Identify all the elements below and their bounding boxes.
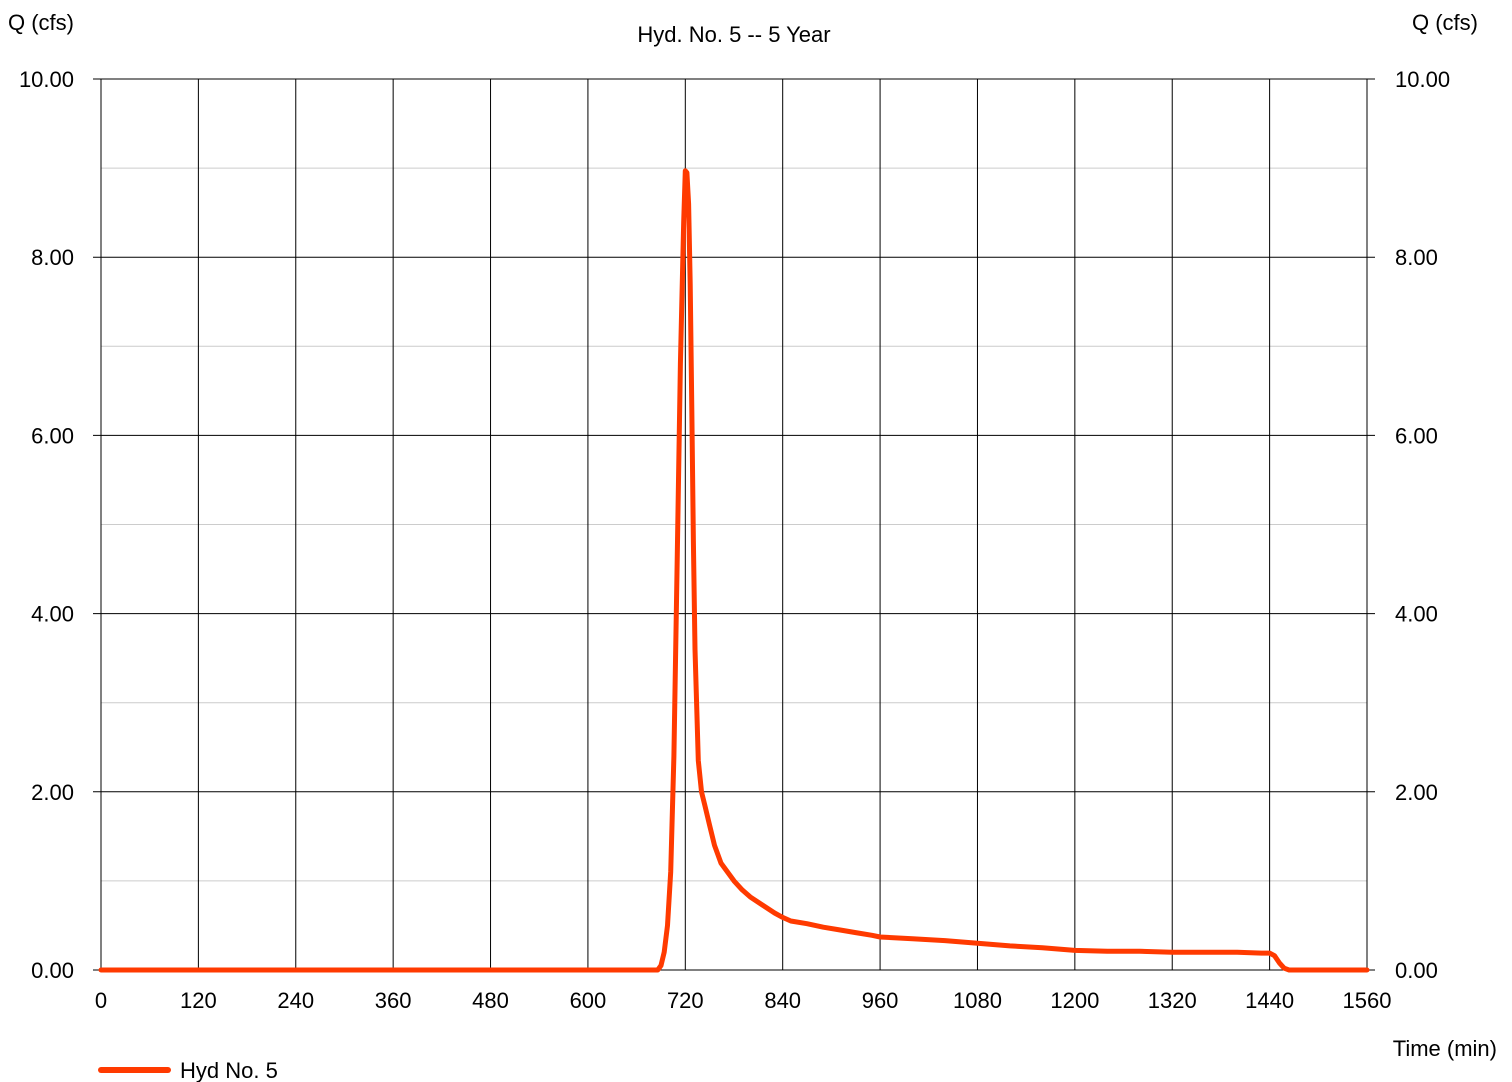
y-axis-left-tick-labels: 0.00 2.00 4.00 6.00 8.00 10.00 [19, 67, 74, 983]
y-axis-right-title: Q (cfs) [1412, 10, 1478, 35]
x-tick-label: 600 [570, 988, 607, 1013]
legend: Hyd No. 5 [98, 1058, 278, 1082]
x-tick-label: 1440 [1245, 988, 1294, 1013]
y-tick-label-left: 4.00 [31, 602, 74, 627]
series-line-hyd-no-5 [98, 168, 1370, 973]
x-tick-label: 1320 [1148, 988, 1197, 1013]
series-layer [98, 168, 1370, 973]
x-tick-label: 120 [180, 988, 217, 1013]
y-tick-label-left: 2.00 [31, 780, 74, 805]
x-tick-label: 0 [95, 988, 107, 1013]
minor-gridlines [101, 167, 1367, 882]
y-axis-right-tick-labels: 0.00 2.00 4.00 6.00 8.00 10.00 [1395, 67, 1450, 983]
y-tick-label-right: 8.00 [1395, 245, 1438, 270]
x-tick-label: 1200 [1050, 988, 1099, 1013]
chart-subtitle: Hyd. No. 5 -- 5 Year [637, 22, 830, 47]
x-tick-label: 720 [667, 988, 704, 1013]
legend-label-hyd-no-5: Hyd No. 5 [180, 1058, 278, 1082]
y-tick-label-right: 10.00 [1395, 67, 1450, 92]
y-tick-label-left: 0.00 [31, 958, 74, 983]
x-tick-label: 960 [862, 988, 899, 1013]
y-tick-label-right: 2.00 [1395, 780, 1438, 805]
x-tick-label: 1560 [1343, 988, 1392, 1013]
x-axis-tick-labels: 0 120 240 360 480 600 720 840 960 1080 1200 1320 144… [95, 988, 1392, 1013]
y-tick-label-right: 4.00 [1395, 602, 1438, 627]
plot-area-frame [100, 78, 1368, 971]
y-tick-label-right: 0.00 [1395, 958, 1438, 983]
x-axis-title: Time (min) [1393, 1036, 1497, 1061]
y-tick-label-right: 6.00 [1395, 423, 1438, 448]
x-tick-label: 480 [472, 988, 509, 1013]
y-tick-label-left: 8.00 [31, 245, 74, 270]
x-tick-label: 1080 [953, 988, 1002, 1013]
y-tick-label-left: 6.00 [31, 423, 74, 448]
x-tick-label: 240 [277, 988, 314, 1013]
y-axis-left-title: Q (cfs) [8, 10, 74, 35]
x-tick-label: 840 [764, 988, 801, 1013]
y-tick-label-left: 10.00 [19, 67, 74, 92]
x-tick-label: 360 [375, 988, 412, 1013]
